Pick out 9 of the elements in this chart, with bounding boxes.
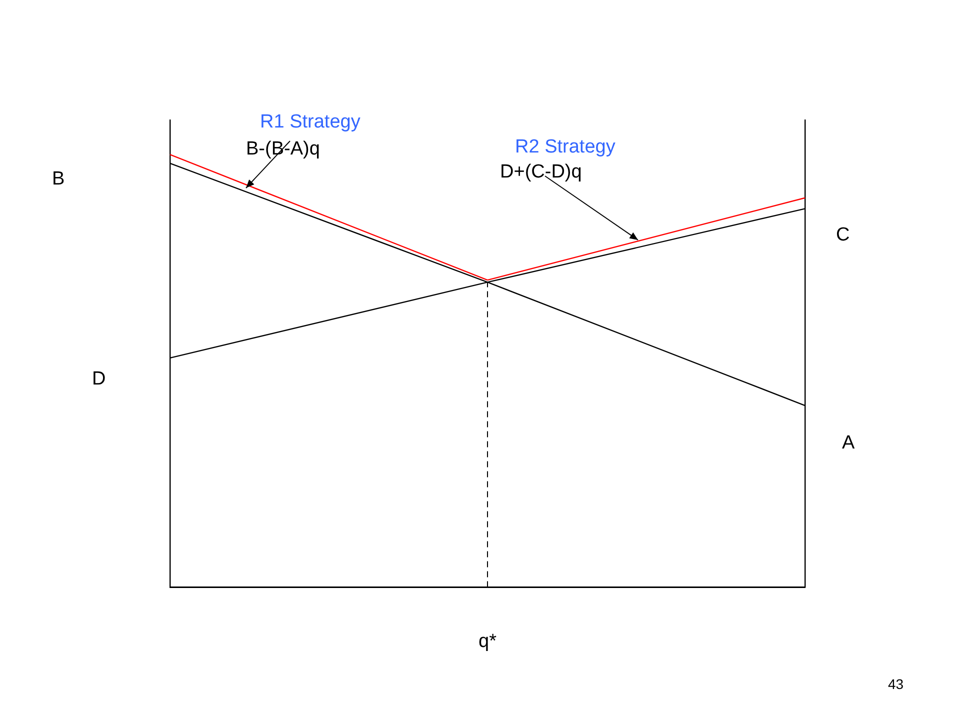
annotation: D+(C-D)q	[500, 162, 582, 183]
text: A	[842, 432, 855, 454]
text: q*	[478, 630, 496, 652]
text: 43	[888, 676, 904, 692]
annotation: R2 Strategy	[515, 136, 616, 158]
text: C	[836, 224, 850, 246]
text: R1 Strategy	[260, 112, 361, 133]
text: B	[52, 168, 65, 190]
text: D	[92, 368, 106, 390]
